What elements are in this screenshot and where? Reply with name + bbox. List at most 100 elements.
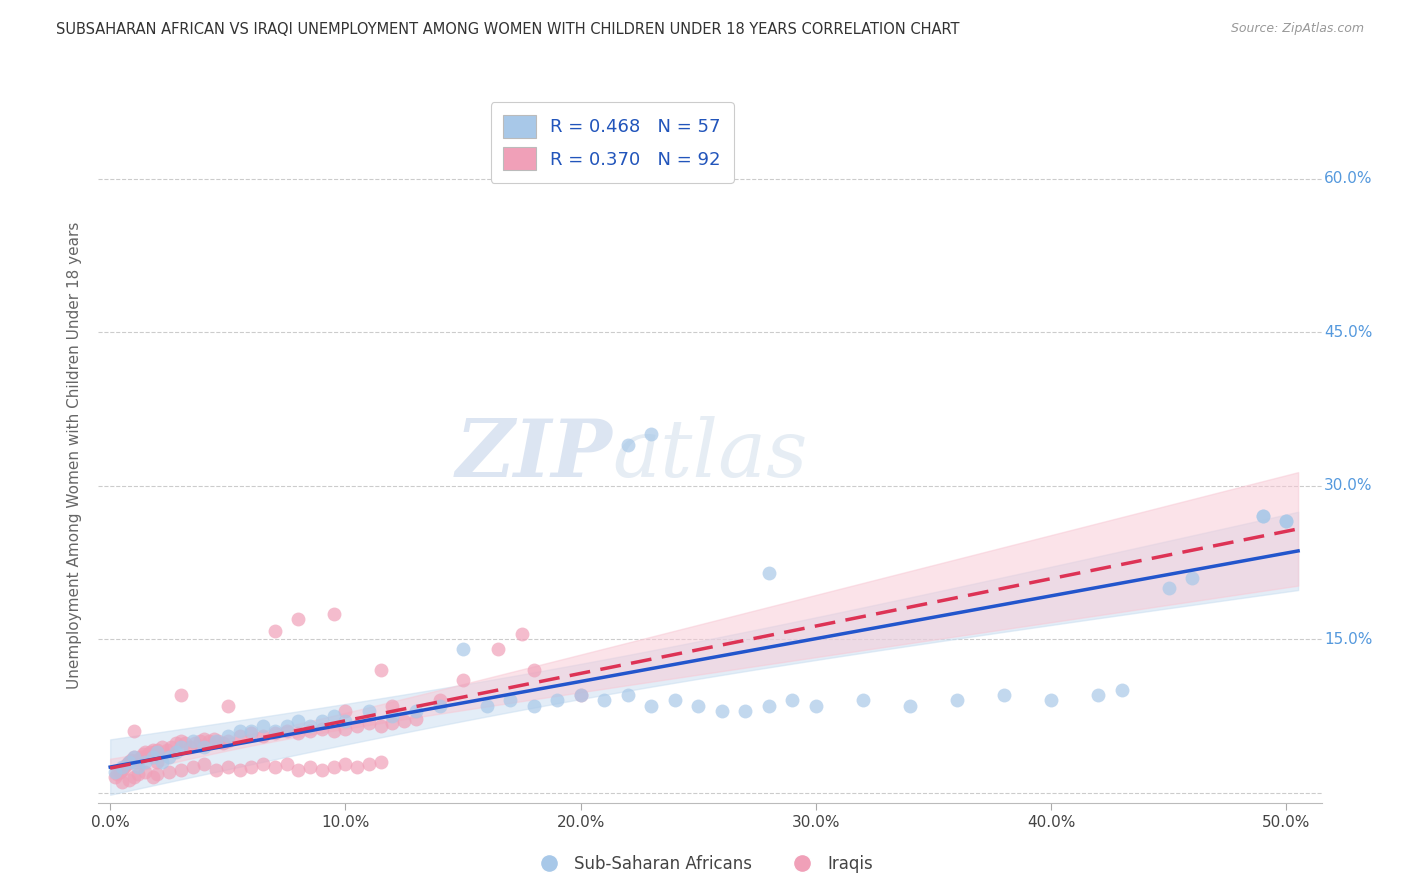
Point bbox=[1111, 683, 1133, 698]
Point bbox=[127, 767, 149, 781]
Point bbox=[688, 698, 710, 713]
Point bbox=[486, 642, 509, 657]
Point bbox=[179, 739, 201, 754]
Text: 60.0%: 60.0% bbox=[1324, 171, 1372, 186]
Point bbox=[546, 693, 568, 707]
Point bbox=[758, 566, 780, 580]
Point bbox=[252, 729, 274, 743]
Point bbox=[335, 722, 357, 736]
Point bbox=[111, 763, 134, 777]
Point bbox=[139, 745, 162, 759]
Point bbox=[217, 760, 239, 774]
Point bbox=[429, 698, 451, 713]
Point bbox=[475, 698, 498, 713]
Point bbox=[1157, 581, 1180, 595]
Point bbox=[184, 736, 207, 750]
Legend: Sub-Saharan Africans, Iraqis: Sub-Saharan Africans, Iraqis bbox=[526, 848, 880, 880]
Point bbox=[357, 716, 380, 731]
Point bbox=[405, 704, 427, 718]
Point bbox=[357, 704, 380, 718]
Point bbox=[523, 663, 546, 677]
Point bbox=[105, 767, 128, 781]
Point bbox=[276, 756, 298, 771]
Point bbox=[104, 770, 127, 784]
Point bbox=[357, 756, 380, 771]
Point bbox=[322, 607, 344, 621]
Point bbox=[499, 693, 522, 707]
Point bbox=[510, 627, 533, 641]
Point bbox=[346, 719, 368, 733]
Point bbox=[157, 749, 180, 764]
Point bbox=[263, 624, 285, 638]
Text: 45.0%: 45.0% bbox=[1324, 325, 1372, 340]
Point bbox=[335, 704, 357, 718]
Point bbox=[322, 724, 344, 739]
Point bbox=[205, 763, 228, 777]
Point bbox=[146, 745, 169, 759]
Point bbox=[111, 760, 134, 774]
Point bbox=[118, 755, 141, 769]
Point bbox=[205, 734, 228, 748]
Point bbox=[429, 693, 451, 707]
Point bbox=[370, 755, 392, 769]
Point bbox=[150, 755, 173, 769]
Point bbox=[287, 726, 309, 740]
Point bbox=[240, 724, 263, 739]
Point bbox=[150, 739, 173, 754]
Point bbox=[174, 736, 197, 750]
Point bbox=[228, 724, 250, 739]
Point bbox=[263, 726, 285, 740]
Y-axis label: Unemployment Among Women with Children Under 18 years: Unemployment Among Women with Children U… bbox=[67, 221, 83, 689]
Point bbox=[322, 708, 344, 723]
Point bbox=[569, 689, 592, 703]
Point bbox=[228, 729, 250, 743]
Point bbox=[898, 698, 921, 713]
Point bbox=[710, 704, 733, 718]
Point bbox=[287, 763, 309, 777]
Point bbox=[127, 753, 149, 767]
Point bbox=[240, 726, 263, 740]
Point bbox=[1251, 509, 1274, 524]
Point bbox=[252, 756, 274, 771]
Point bbox=[1275, 515, 1298, 529]
Point bbox=[1040, 693, 1063, 707]
Point bbox=[381, 708, 404, 723]
Point bbox=[134, 745, 156, 759]
Point bbox=[193, 732, 215, 747]
Point bbox=[193, 756, 215, 771]
Point bbox=[202, 732, 225, 747]
Point bbox=[852, 693, 875, 707]
Point bbox=[170, 763, 193, 777]
Point bbox=[370, 719, 392, 733]
Point bbox=[299, 719, 322, 733]
Point bbox=[193, 739, 215, 754]
Point bbox=[276, 719, 298, 733]
Point bbox=[160, 739, 183, 754]
Point bbox=[263, 760, 285, 774]
Point bbox=[134, 765, 156, 780]
Point bbox=[217, 698, 239, 713]
Point bbox=[181, 760, 204, 774]
Point bbox=[335, 714, 357, 728]
Point bbox=[1181, 571, 1204, 585]
Point bbox=[311, 722, 333, 736]
Point bbox=[115, 756, 138, 771]
Point bbox=[381, 716, 404, 731]
Point bbox=[993, 689, 1015, 703]
Point bbox=[143, 745, 166, 759]
Point bbox=[146, 755, 169, 769]
Legend: R = 0.468   N = 57, R = 0.370   N = 92: R = 0.468 N = 57, R = 0.370 N = 92 bbox=[491, 103, 734, 183]
Point bbox=[1087, 689, 1109, 703]
Point bbox=[181, 734, 204, 748]
Point bbox=[108, 765, 131, 780]
Point bbox=[170, 739, 193, 754]
Text: Source: ZipAtlas.com: Source: ZipAtlas.com bbox=[1230, 22, 1364, 36]
Point bbox=[593, 693, 616, 707]
Point bbox=[146, 742, 169, 756]
Point bbox=[111, 775, 134, 789]
Point bbox=[370, 663, 392, 677]
Point bbox=[299, 760, 322, 774]
Point bbox=[758, 698, 780, 713]
Text: atlas: atlas bbox=[612, 417, 807, 493]
Point bbox=[104, 765, 127, 780]
